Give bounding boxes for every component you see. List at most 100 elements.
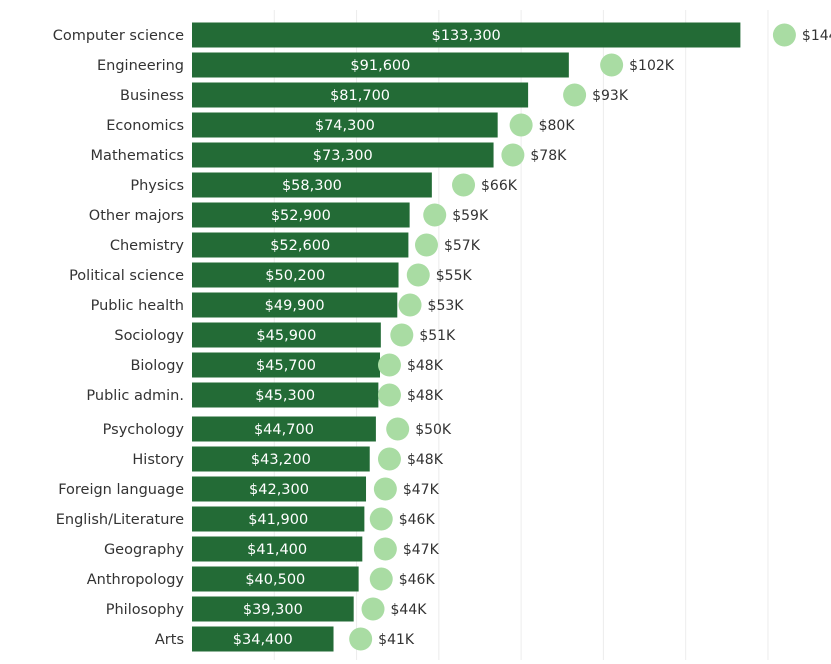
category-label: History: [132, 452, 184, 468]
bar: [192, 476, 367, 502]
dot: [373, 537, 397, 561]
dot-value-label: $48K: [407, 452, 444, 468]
bar: [192, 506, 365, 532]
bar: [192, 232, 409, 258]
bar-value-label: $34,400: [233, 632, 293, 648]
dot-value-label: $48K: [407, 388, 444, 404]
category-label: Mathematics: [91, 148, 184, 164]
bar: [192, 446, 370, 472]
bar-value-label: $50,200: [265, 268, 325, 284]
dot: [373, 477, 397, 501]
dot-value-label: $59K: [452, 208, 489, 224]
bar: [192, 382, 379, 408]
bar-value-label: $73,300: [313, 148, 373, 164]
category-label: Sociology: [114, 328, 184, 344]
bar: [192, 352, 381, 378]
dot-value-label: $57K: [444, 238, 481, 254]
category-label: Chemistry: [110, 238, 185, 254]
dot: [772, 23, 796, 47]
bar: [192, 322, 381, 348]
dot: [423, 203, 447, 227]
bar-value-label: $52,600: [270, 238, 330, 254]
bar-value-label: $52,900: [271, 208, 331, 224]
category-label: Psychology: [103, 422, 185, 438]
category-label: Computer science: [53, 28, 184, 44]
bars: [192, 22, 741, 652]
bar: [192, 172, 432, 198]
bar: [192, 262, 399, 288]
category-label: Philosophy: [106, 602, 185, 618]
dot: [390, 323, 414, 347]
dot-value-label: $55K: [436, 268, 473, 284]
bar-value-label: $74,300: [315, 118, 375, 134]
bar-value-label: $45,300: [255, 388, 315, 404]
dot: [563, 83, 587, 107]
bar: [192, 82, 529, 108]
dot: [386, 417, 410, 441]
dot-value-label: $46K: [399, 512, 436, 528]
category-label: Public admin.: [86, 388, 184, 404]
bar-value-label: $39,300: [243, 602, 303, 618]
category-label: Economics: [106, 118, 184, 134]
bar-value-label: $41,900: [248, 512, 308, 528]
dot: [398, 293, 422, 317]
bar-value-label: $58,300: [282, 178, 342, 194]
dot-value-label: $41K: [378, 632, 415, 648]
category-label: Public health: [91, 298, 184, 314]
dot-value-label: $47K: [403, 482, 440, 498]
bar: [192, 626, 334, 652]
dot: [414, 233, 438, 257]
bar: [192, 596, 354, 622]
dot-value-label: $53K: [428, 298, 465, 314]
bar: [192, 112, 498, 138]
dot: [369, 507, 393, 531]
dot-value-label: $51K: [419, 328, 456, 344]
dot-value-label: $102K: [629, 58, 675, 74]
dot: [406, 263, 430, 287]
dot-value-label: $50K: [415, 422, 452, 438]
bar-value-label: $43,200: [251, 452, 311, 468]
dot: [369, 567, 393, 591]
dot-value-label: $93K: [592, 88, 629, 104]
category-label: Geography: [104, 542, 184, 558]
category-label: Other majors: [89, 208, 184, 224]
dot: [600, 53, 624, 77]
bar-value-label: $42,300: [249, 482, 309, 498]
category-label: Arts: [155, 632, 184, 648]
dot-value-label: $48K: [407, 358, 444, 374]
bar: [192, 536, 363, 562]
category-label: Biology: [130, 358, 184, 374]
dot: [501, 143, 525, 167]
bar-value-label: $41,400: [247, 542, 307, 558]
dot: [452, 173, 476, 197]
bar: [192, 202, 410, 228]
category-label: Foreign language: [58, 482, 184, 498]
bar-value-label: $133,300: [432, 28, 501, 44]
bar-value-label: $81,700: [330, 88, 390, 104]
bar: [192, 292, 398, 318]
dot: [377, 353, 401, 377]
dots: [349, 23, 796, 651]
dot: [509, 113, 533, 137]
labels: Computer science $133,300 $144K Engineering…: [53, 28, 831, 648]
category-label: Business: [120, 88, 184, 104]
dot-value-label: $144K: [802, 28, 831, 44]
dot: [349, 627, 373, 651]
bar-value-label: $45,900: [256, 328, 316, 344]
category-label: Anthropology: [87, 572, 185, 588]
category-label: English/Literature: [56, 512, 184, 528]
bar: [192, 416, 376, 442]
category-label: Engineering: [97, 58, 184, 74]
dot: [377, 383, 401, 407]
bar-value-label: $40,500: [245, 572, 305, 588]
dot-value-label: $44K: [391, 602, 428, 618]
category-label: Political science: [69, 268, 184, 284]
bar-value-label: $91,600: [350, 58, 410, 74]
dot: [361, 597, 385, 621]
bar-value-label: $44,700: [254, 422, 314, 438]
dot-value-label: $80K: [539, 118, 576, 134]
dot-value-label: $66K: [481, 178, 518, 194]
category-label: Physics: [130, 178, 184, 194]
dot-value-label: $47K: [403, 542, 440, 558]
